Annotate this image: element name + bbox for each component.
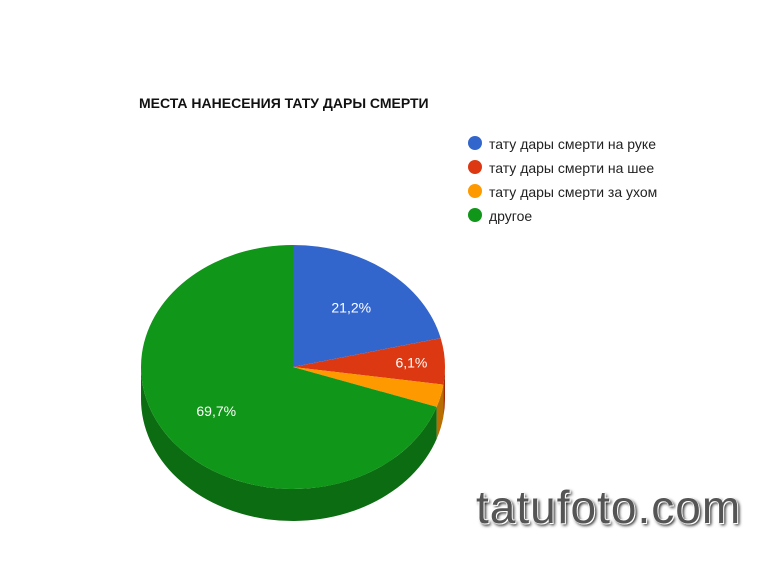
pie-slice[interactable] [141,245,437,489]
legend-item[interactable]: другое [468,206,668,226]
pie-slice[interactable] [293,338,445,385]
data-label: 6,1% [395,355,427,371]
legend-marker [468,208,482,222]
legend-label: тату дары смерти на шее [489,160,655,176]
watermark: tatufoto.com [476,481,742,533]
pie-slice[interactable] [293,245,441,367]
legend-label: тату дары смерти на руке [489,136,657,152]
legend-marker [468,136,482,150]
pie-slice-side [443,367,445,417]
data-label: 21,2% [331,300,371,316]
chart-title: МЕСТА НАНЕСЕНИЯ ТАТУ ДАРЫ СМЕРТИ [139,95,429,111]
legend-marker [468,184,482,198]
pie-slice-side [436,384,444,439]
legend-marker [468,160,482,174]
legend-item[interactable]: тату дары смерти за ухом [468,182,668,202]
pie-slice[interactable] [293,367,444,407]
legend-item[interactable]: тату дары смерти на шее [468,158,668,178]
legend-label: тату дары смерти за ухом [489,184,658,200]
data-label: 69,7% [196,403,236,419]
legend-item[interactable]: тату дары смерти на руке [468,134,668,154]
legend-label: другое [489,208,533,224]
legend: тату дары смерти на руке тату дары смерт… [468,134,668,230]
pie-slice-side [141,367,437,521]
